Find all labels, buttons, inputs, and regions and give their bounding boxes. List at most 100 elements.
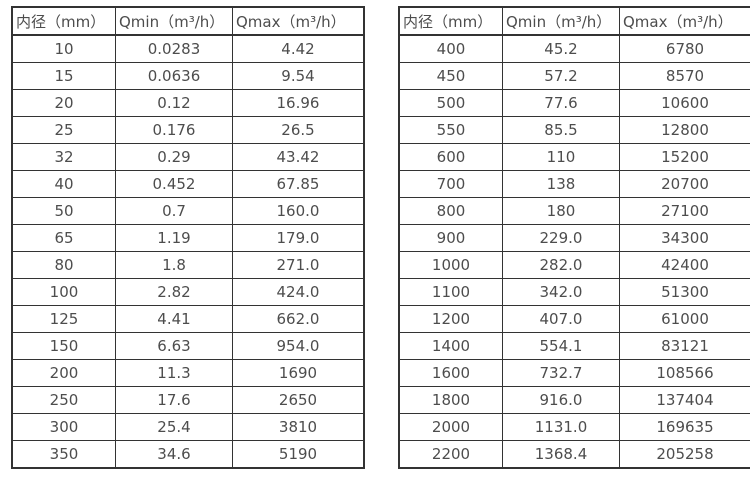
table-cell: 954.0 [232, 332, 365, 360]
column-header: 内径（mm） [11, 6, 116, 36]
column-header: Qmax（m³/h） [619, 6, 750, 36]
table-cell: 700 [398, 170, 503, 198]
table-row: 1000 282.0 42400 [398, 251, 750, 279]
table-row: 200 11.3 1690 [11, 359, 365, 387]
table-cell: 1131.0 [502, 413, 620, 441]
table-cell: 108566 [619, 359, 750, 387]
table-cell: 424.0 [232, 278, 365, 306]
column-header: Qmax（m³/h） [232, 6, 365, 36]
table-cell: 1800 [398, 386, 503, 414]
table-cell: 1400 [398, 332, 503, 360]
table-row: 1800 916.0 137404 [398, 386, 750, 414]
table-row: 2200 1368.4 205258 [398, 440, 750, 469]
table-cell: 65 [11, 224, 116, 252]
table-cell: 2200 [398, 440, 503, 469]
table-cell: 900 [398, 224, 503, 252]
table-cell: 45.2 [502, 34, 620, 63]
table-cell: 57.2 [502, 62, 620, 90]
column-header: Qmin（m³/h） [115, 6, 233, 36]
table-row: 250 17.6 2650 [11, 386, 365, 414]
table-cell: 282.0 [502, 251, 620, 279]
table-cell: 61000 [619, 305, 750, 333]
table-cell: 1690 [232, 359, 365, 387]
table-cell: 250 [11, 386, 116, 414]
table-cell: 8570 [619, 62, 750, 90]
table-row: 900 229.0 34300 [398, 224, 750, 252]
table-row: 350 34.6 5190 [11, 440, 365, 469]
table-cell: 4.41 [115, 305, 233, 333]
table-row: 700 138 20700 [398, 170, 750, 198]
table-cell: 200 [11, 359, 116, 387]
table-cell: 6.63 [115, 332, 233, 360]
table-cell: 51300 [619, 278, 750, 306]
table-row: 32 0.29 43.42 [11, 143, 365, 171]
flow-table-large-diameters: 内径（mm） Qmin（m³/h） Qmax（m³/h） 400 45.2 6780 450… [398, 6, 750, 469]
table-cell: 25.4 [115, 413, 233, 441]
table-row: 1100 342.0 51300 [398, 278, 750, 306]
table-row: 125 4.41 662.0 [11, 305, 365, 333]
table-cell: 138 [502, 170, 620, 198]
table-cell: 15200 [619, 143, 750, 171]
table-cell: 2.82 [115, 278, 233, 306]
table-cell: 1368.4 [502, 440, 620, 469]
table-cell: 50 [11, 197, 116, 225]
table-cell: 550 [398, 116, 503, 144]
table-cell: 2000 [398, 413, 503, 441]
table-cell: 43.42 [232, 143, 365, 171]
table-cell: 916.0 [502, 386, 620, 414]
table-cell: 25 [11, 116, 116, 144]
table-cell: 400 [398, 34, 503, 63]
table-cell: 342.0 [502, 278, 620, 306]
table-cell: 32 [11, 143, 116, 171]
table-cell: 1000 [398, 251, 503, 279]
table-cell: 34.6 [115, 440, 233, 469]
table-cell: 180 [502, 197, 620, 225]
table-cell: 17.6 [115, 386, 233, 414]
table-cell: 110 [502, 143, 620, 171]
table-cell: 11.3 [115, 359, 233, 387]
table-cell: 0.29 [115, 143, 233, 171]
table-cell: 12800 [619, 116, 750, 144]
table-cell: 34300 [619, 224, 750, 252]
table-cell: 5190 [232, 440, 365, 469]
table-cell: 26.5 [232, 116, 365, 144]
table-row: 100 2.82 424.0 [11, 278, 365, 306]
table-cell: 500 [398, 89, 503, 117]
table-row: 50 0.7 160.0 [11, 197, 365, 225]
table-row: 550 85.5 12800 [398, 116, 750, 144]
table-cell: 0.12 [115, 89, 233, 117]
table-cell: 1600 [398, 359, 503, 387]
table-cell: 450 [398, 62, 503, 90]
table-cell: 0.0636 [115, 62, 233, 90]
table-cell: 0.0283 [115, 34, 233, 63]
table-cell: 350 [11, 440, 116, 469]
table-cell: 0.176 [115, 116, 233, 144]
table-cell: 662.0 [232, 305, 365, 333]
table-cell: 271.0 [232, 251, 365, 279]
table-cell: 20 [11, 89, 116, 117]
table-cell: 2650 [232, 386, 365, 414]
table-row: 400 45.2 6780 [398, 34, 750, 63]
table-cell: 77.6 [502, 89, 620, 117]
table-row: 25 0.176 26.5 [11, 116, 365, 144]
table-cell: 137404 [619, 386, 750, 414]
table-cell: 6780 [619, 34, 750, 63]
table-cell: 67.85 [232, 170, 365, 198]
table-cell: 732.7 [502, 359, 620, 387]
table-cell: 42400 [619, 251, 750, 279]
table-row: 40 0.452 67.85 [11, 170, 365, 198]
table-row: 1400 554.1 83121 [398, 332, 750, 360]
table-cell: 205258 [619, 440, 750, 469]
table-cell: 16.96 [232, 89, 365, 117]
table-cell: 1.8 [115, 251, 233, 279]
column-header: Qmin（m³/h） [502, 6, 620, 36]
header-row: 内径（mm） Qmin（m³/h） Qmax（m³/h） [398, 6, 750, 36]
flow-table-small-diameters: 内径（mm） Qmin（m³/h） Qmax（m³/h） 10 0.0283 4.42 15… [11, 6, 365, 469]
table-row: 600 110 15200 [398, 143, 750, 171]
table-cell: 20700 [619, 170, 750, 198]
column-header: 内径（mm） [398, 6, 503, 36]
table-cell: 85.5 [502, 116, 620, 144]
table-cell: 80 [11, 251, 116, 279]
table-cell: 100 [11, 278, 116, 306]
